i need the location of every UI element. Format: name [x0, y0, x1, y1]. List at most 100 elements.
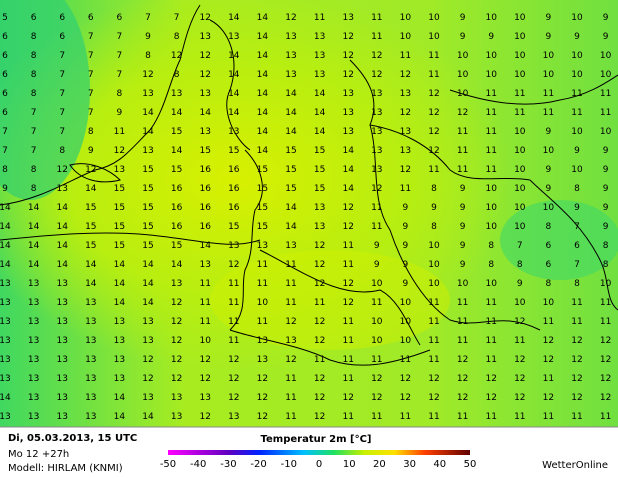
temp-value: 15 — [228, 146, 239, 156]
temp-value: 15 — [85, 222, 96, 232]
temp-value: 7 — [517, 241, 523, 251]
temp-value: 8 — [2, 165, 8, 175]
temp-value: 14 — [257, 127, 269, 137]
temp-value: 10 — [571, 13, 583, 23]
temp-value: 14 — [199, 108, 211, 118]
temp-value: 9 — [460, 241, 466, 251]
temp-value: 9 — [403, 279, 409, 289]
temp-value: 8 — [31, 70, 37, 80]
temp-value: 12 — [428, 89, 439, 99]
temp-value: 13 — [199, 393, 210, 403]
temp-value: 12 — [514, 393, 525, 403]
temp-value: 12 — [400, 165, 411, 175]
temp-value: 13 — [171, 279, 182, 289]
temp-value: 7 — [88, 89, 94, 99]
temp-value: 10 — [400, 13, 412, 23]
temp-value: 15 — [285, 165, 296, 175]
temp-value: 13 — [56, 184, 67, 194]
temp-value: 11 — [371, 32, 382, 42]
model-label: Modell: HIRLAM (KNMI) — [8, 463, 123, 474]
temp-value: 12 — [342, 70, 353, 80]
temp-value: 11 — [485, 108, 496, 118]
temp-value: 13 — [56, 355, 67, 365]
temp-value: 12 — [400, 70, 411, 80]
temp-value: 11 — [428, 165, 439, 175]
temp-value: 12 — [171, 317, 182, 327]
temp-value: 12 — [428, 146, 439, 156]
temp-value: 13 — [171, 393, 182, 403]
temp-value: 16 — [199, 184, 211, 194]
temp-value: 12 — [485, 374, 496, 384]
temp-value: 14 — [142, 412, 154, 422]
temp-value: 10 — [485, 13, 497, 23]
temp-value: 14 — [56, 260, 68, 270]
temp-value: 15 — [142, 203, 153, 213]
temp-value: 11 — [228, 336, 239, 346]
temp-value: 11 — [514, 412, 525, 422]
temp-value: 14 — [228, 51, 240, 61]
temp-value: 13 — [199, 32, 210, 42]
temp-value: 11 — [342, 241, 353, 251]
temp-value: 12 — [228, 374, 239, 384]
temp-value: 14 — [28, 241, 40, 251]
temp-value: 13 — [85, 336, 96, 346]
temp-value: 9 — [603, 146, 609, 156]
temp-value: 13 — [285, 70, 296, 80]
temp-value: 10 — [428, 260, 440, 270]
temp-value: 14 — [28, 260, 40, 270]
temp-value: 12 — [600, 374, 611, 384]
temp-value: 13 — [85, 355, 96, 365]
temp-value: 14 — [56, 241, 68, 251]
temp-value: 11 — [400, 51, 411, 61]
temp-value: 11 — [457, 165, 468, 175]
temp-value: 14 — [85, 184, 97, 194]
temp-value: 7 — [59, 108, 65, 118]
temp-value: 11 — [257, 260, 268, 270]
temp-value: 10 — [514, 127, 526, 137]
temp-value: 9 — [546, 127, 552, 137]
temp-value: 16 — [228, 165, 240, 175]
temp-value: 9 — [403, 241, 409, 251]
temp-value: 12 — [314, 393, 325, 403]
temp-value: 13 — [228, 32, 239, 42]
temp-value: 14 — [56, 222, 68, 232]
border — [229, 149, 263, 331]
temp-value: 11 — [342, 355, 353, 365]
temp-value: 12 — [600, 355, 611, 365]
temp-value: 11 — [285, 393, 296, 403]
temp-value: 12 — [400, 374, 411, 384]
temp-value: 7 — [88, 32, 94, 42]
temp-value: 13 — [371, 108, 382, 118]
temp-value: 12 — [142, 70, 153, 80]
temp-value: 11 — [571, 298, 582, 308]
temp-value: 9 — [460, 222, 466, 232]
temp-value: 12 — [114, 146, 125, 156]
temp-value: 11 — [114, 127, 125, 137]
temp-value: 13 — [56, 393, 67, 403]
temp-value: 7 — [174, 13, 180, 23]
temp-value: 11 — [485, 412, 496, 422]
temp-value: 13 — [342, 127, 353, 137]
temp-value: 11 — [485, 336, 496, 346]
scale-labels: -50 -40 -30 -20 -10 0 10 20 30 40 50 — [160, 459, 477, 470]
temp-value: 13 — [85, 374, 96, 384]
temp-value: 11 — [543, 108, 554, 118]
temp-value: 13 — [171, 412, 182, 422]
border — [229, 329, 431, 366]
temp-value: 13 — [285, 241, 296, 251]
temp-value: 11 — [571, 317, 582, 327]
temp-value: 10 — [600, 127, 612, 137]
temp-value: 12 — [600, 336, 611, 346]
temp-value: 6 — [2, 89, 8, 99]
temp-value: 9 — [460, 203, 466, 213]
temp-value: 12 — [457, 393, 468, 403]
temp-value: 11 — [428, 70, 439, 80]
cool-area — [500, 200, 618, 280]
temp-value: 11 — [485, 89, 496, 99]
temp-value: 11 — [285, 260, 296, 270]
temp-value: 14 — [285, 127, 297, 137]
temp-value: 10 — [199, 336, 211, 346]
temp-value: 13 — [114, 165, 125, 175]
temp-value: 13 — [114, 317, 125, 327]
scale-title: Temperatur 2m [°C] — [261, 434, 372, 445]
